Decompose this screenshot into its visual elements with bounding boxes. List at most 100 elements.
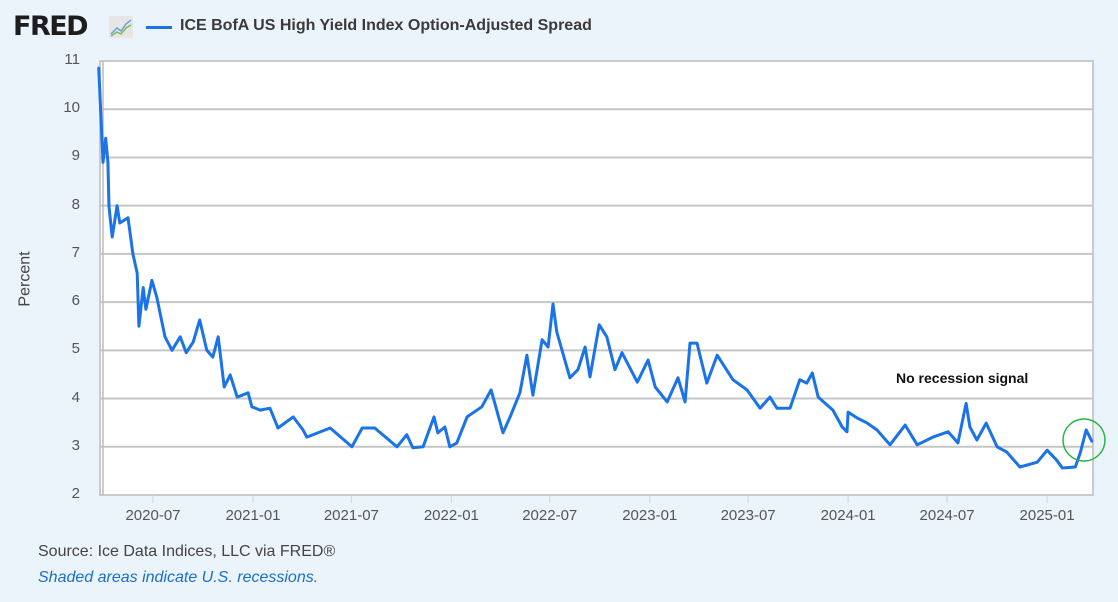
x-tick-label: 2024-01 xyxy=(820,507,876,524)
data-point xyxy=(1079,452,1082,454)
data-point xyxy=(509,416,511,418)
y-tick-label: 3 xyxy=(71,436,80,454)
data-point xyxy=(519,391,521,394)
data-point xyxy=(798,378,801,381)
data-point xyxy=(847,411,849,413)
data-point xyxy=(292,416,295,418)
data-point xyxy=(198,319,201,321)
data-point xyxy=(677,377,679,379)
y-tick-label: 4 xyxy=(71,388,80,406)
data-point xyxy=(136,272,139,274)
data-point xyxy=(789,407,791,410)
data-point xyxy=(976,439,978,441)
data-point xyxy=(832,409,834,411)
data-point xyxy=(306,436,308,438)
data-point xyxy=(547,346,549,348)
data-point xyxy=(647,359,649,361)
data-point xyxy=(556,331,558,333)
data-point xyxy=(985,422,987,424)
data-point xyxy=(448,445,451,448)
y-tick-label: 5 xyxy=(71,340,80,358)
data-point xyxy=(151,279,153,282)
data-point xyxy=(806,382,808,384)
data-point xyxy=(481,405,483,408)
data-point xyxy=(179,336,181,338)
data-point xyxy=(269,407,271,410)
data-point xyxy=(466,416,468,418)
data-point xyxy=(211,356,214,358)
y-axis-label: Percent xyxy=(16,251,34,307)
data-point xyxy=(841,426,843,428)
x-tick-label: 2022-07 xyxy=(522,507,578,524)
data-point xyxy=(969,426,971,428)
data-point xyxy=(965,402,967,405)
data-point xyxy=(236,396,239,398)
data-point xyxy=(164,336,166,338)
data-point xyxy=(223,386,225,388)
data-point xyxy=(396,445,398,448)
data-point xyxy=(111,236,114,238)
fred-logo[interactable]: FRED xyxy=(13,11,89,42)
data-point xyxy=(107,161,109,164)
data-point xyxy=(932,436,934,438)
recession-note-link[interactable]: Shaded areas indicate U.S. recessions. xyxy=(38,569,319,586)
data-point xyxy=(373,427,376,429)
data-point xyxy=(302,429,304,431)
data-point xyxy=(127,216,129,219)
x-tick-label: 2025-01 xyxy=(1019,507,1075,524)
data-point xyxy=(811,372,814,374)
data-point xyxy=(206,349,208,352)
data-point xyxy=(277,427,279,429)
data-point xyxy=(541,338,543,341)
data-point xyxy=(119,222,121,224)
data-point xyxy=(1074,466,1077,468)
data-point xyxy=(776,407,778,410)
y-tick-label: 8 xyxy=(71,195,80,213)
chart-title: ICE BofA US High Yield Index Option-Adju… xyxy=(180,17,592,34)
data-point xyxy=(108,205,110,208)
data-point xyxy=(104,137,107,139)
data-point xyxy=(846,431,848,433)
data-point xyxy=(904,424,907,426)
data-point xyxy=(706,382,708,384)
data-point xyxy=(1061,467,1064,469)
data-point xyxy=(138,325,140,328)
data-point xyxy=(552,303,554,305)
data-point xyxy=(746,389,748,391)
data-point xyxy=(716,354,718,356)
data-point xyxy=(732,378,734,381)
data-point xyxy=(116,204,118,207)
data-point xyxy=(577,368,579,371)
data-point xyxy=(1046,449,1048,451)
line-chart-icon xyxy=(109,16,133,38)
data-point xyxy=(759,407,761,410)
data-point xyxy=(171,349,173,352)
data-point xyxy=(185,351,187,354)
data-point xyxy=(411,446,414,449)
data-point xyxy=(444,426,446,428)
data-point xyxy=(606,336,608,338)
data-point xyxy=(769,396,771,398)
data-point xyxy=(433,416,435,418)
data-point xyxy=(636,381,639,383)
y-tick-label: 6 xyxy=(71,292,80,310)
data-point xyxy=(621,351,623,354)
data-point xyxy=(490,389,492,391)
data-point xyxy=(947,431,949,433)
x-tick-label: 2023-07 xyxy=(720,507,776,524)
plot-area xyxy=(99,60,1094,496)
data-point xyxy=(817,396,820,398)
data-point xyxy=(696,342,698,344)
data-point xyxy=(889,444,891,446)
y-tick-label: 11 xyxy=(64,51,80,68)
annotation-no-recession: No recession signal xyxy=(896,370,1029,386)
data-point xyxy=(192,341,195,343)
data-point xyxy=(654,386,656,388)
x-tick-label: 2021-07 xyxy=(323,507,379,524)
data-point xyxy=(97,66,100,69)
data-point xyxy=(145,308,147,311)
data-point xyxy=(876,429,878,431)
data-point xyxy=(351,445,353,448)
data-point xyxy=(456,442,458,444)
